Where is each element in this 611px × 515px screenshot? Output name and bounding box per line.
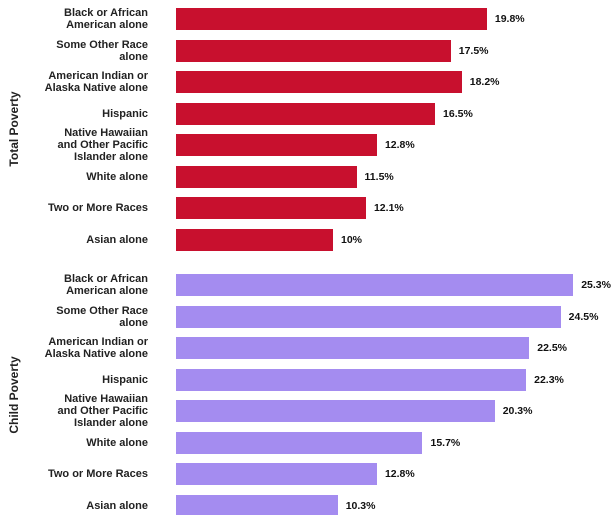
value-label: 12.1% bbox=[373, 202, 404, 214]
category-label: Asian alone bbox=[86, 233, 148, 246]
category-label: White alone bbox=[86, 170, 148, 183]
value-label: 18.2% bbox=[469, 76, 500, 88]
bar bbox=[176, 463, 377, 485]
bar bbox=[176, 400, 495, 422]
bar bbox=[176, 8, 487, 30]
value-label: 22.3% bbox=[534, 373, 564, 386]
value-label: 10.3% bbox=[345, 499, 376, 512]
category-label: Some Other Race alone bbox=[56, 304, 148, 329]
bar bbox=[176, 431, 423, 454]
bar bbox=[176, 197, 366, 219]
category-label: American Indian or Alaska Native alone bbox=[44, 336, 148, 360]
value-label: 11.5% bbox=[364, 170, 394, 183]
bar bbox=[176, 102, 436, 125]
bar bbox=[176, 228, 333, 251]
category-label: Asian alone bbox=[86, 499, 148, 512]
value-label: 22.5% bbox=[537, 342, 568, 354]
bar bbox=[176, 39, 451, 62]
value-label: 25.3% bbox=[581, 279, 611, 291]
bar bbox=[176, 274, 574, 296]
value-label: 20.3% bbox=[502, 405, 533, 417]
value-label: 15.7% bbox=[430, 436, 461, 449]
bar bbox=[176, 165, 357, 188]
value-label: 17.5% bbox=[458, 44, 489, 57]
category-label: Black or African American alone bbox=[64, 273, 148, 297]
category-label: Hispanic bbox=[102, 107, 148, 120]
category-label: Some Other Race alone bbox=[56, 38, 148, 63]
category-label: Two or More Races bbox=[47, 202, 148, 214]
bar bbox=[176, 305, 561, 328]
value-label: 10% bbox=[341, 233, 363, 246]
category-label: Black or African American alone bbox=[64, 7, 148, 31]
bar bbox=[176, 337, 530, 359]
category-label: White alone bbox=[86, 436, 148, 449]
value-label: 24.5% bbox=[568, 310, 599, 323]
bar bbox=[176, 71, 462, 93]
value-label: 19.8% bbox=[494, 13, 525, 25]
category-label: Native Hawaiian and Other Pacific Island… bbox=[57, 127, 148, 163]
category-label: Two or More Races bbox=[47, 468, 148, 480]
value-label: 12.8% bbox=[384, 468, 415, 480]
value-label: 16.5% bbox=[443, 107, 473, 120]
category-label: Hispanic bbox=[102, 373, 148, 386]
category-label: Native Hawaiian and Other Pacific Island… bbox=[57, 393, 148, 429]
category-label: American Indian or Alaska Native alone bbox=[44, 70, 148, 94]
value-label: 12.8% bbox=[384, 139, 415, 151]
bar bbox=[176, 134, 377, 156]
bar bbox=[176, 494, 338, 515]
bar bbox=[176, 368, 527, 391]
